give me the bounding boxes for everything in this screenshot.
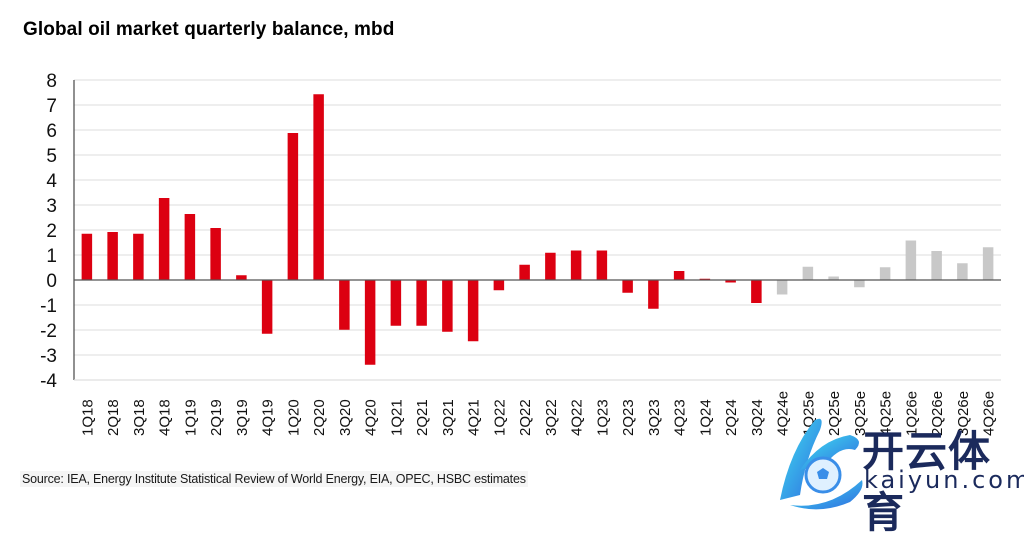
y-tick-label: 0 xyxy=(46,271,57,292)
bar xyxy=(854,280,865,288)
x-tick-label: 2Q25e xyxy=(826,391,843,436)
bar xyxy=(184,214,196,280)
bar xyxy=(596,250,608,280)
bar xyxy=(751,280,762,303)
bar xyxy=(828,276,839,280)
bar xyxy=(802,266,814,280)
bars xyxy=(81,94,994,365)
x-tick-label: 4Q24e xyxy=(775,391,792,436)
x-tick-label: 1Q18 xyxy=(79,399,96,436)
x-tick-label: 2Q21 xyxy=(414,399,431,436)
y-tick-label: 5 xyxy=(46,146,57,167)
x-tick-label: 1Q19 xyxy=(182,399,199,436)
x-tick-label: 2Q20 xyxy=(311,399,328,436)
x-tick-label: 3Q24 xyxy=(749,399,766,436)
bar xyxy=(570,250,582,280)
x-tick-labels: 1Q18 2Q18 3Q18 4Q18 1Q19 2Q19 3Q19 4Q19 1Q20 2Q20… xyxy=(79,391,997,436)
bar xyxy=(776,280,788,295)
bar xyxy=(982,247,994,280)
x-tick-label: 1Q23 xyxy=(594,399,611,436)
x-tick-label: 2Q22 xyxy=(517,399,534,436)
bar xyxy=(236,275,247,280)
y-tick-label: -3 xyxy=(40,346,57,367)
x-tick-label: 4Q25e xyxy=(878,391,895,436)
x-tick-label: 4Q18 xyxy=(157,399,174,436)
bar xyxy=(261,280,273,334)
x-tick-label: 4Q20 xyxy=(363,399,380,436)
bar xyxy=(107,232,118,280)
soccer-ball-icon xyxy=(780,418,863,510)
axes xyxy=(73,80,1001,381)
y-tick-label: 6 xyxy=(46,121,57,142)
bar xyxy=(81,233,93,280)
bar xyxy=(493,280,505,291)
y-tick-label: 8 xyxy=(46,71,57,92)
y-tick-label: -2 xyxy=(40,321,57,342)
x-tick-label: 4Q22 xyxy=(569,399,586,436)
x-tick-label: 3Q26e xyxy=(955,391,972,436)
x-tick-label: 3Q25e xyxy=(852,391,869,436)
x-tick-label: 3Q19 xyxy=(234,399,251,436)
bar xyxy=(622,280,633,293)
chart-title: Global oil market quarterly balance, mbd xyxy=(23,19,395,40)
bar xyxy=(158,198,170,280)
bar xyxy=(313,94,324,280)
bar xyxy=(364,280,376,365)
bar xyxy=(519,264,530,280)
x-tick-label: 1Q20 xyxy=(285,399,302,436)
y-tick-label: 4 xyxy=(46,171,57,192)
x-tick-label: 1Q26e xyxy=(903,391,920,436)
source-note: Source: IEA, Energy Institute Statistica… xyxy=(20,471,528,487)
x-tick-label: 4Q26e xyxy=(981,391,998,436)
watermark-logo: 开云体育 kaiyun.com xyxy=(770,410,1024,537)
bar xyxy=(390,280,402,326)
x-tick-label: 1Q24 xyxy=(697,399,714,436)
bar xyxy=(725,280,736,283)
x-tick-label: 2Q24 xyxy=(723,399,740,436)
bar-chart: 8 7 6 5 4 3 2 1 0 -1 -2 -3 -4 1Q18 2Q18 3Q18 4Q18 1Q19 2Q… xyxy=(40,71,1001,436)
y-tick-labels: 8 7 6 5 4 3 2 1 0 -1 -2 -3 -4 xyxy=(40,71,57,392)
x-tick-label: 1Q22 xyxy=(491,399,508,436)
x-tick-label: 4Q23 xyxy=(672,399,689,436)
bar xyxy=(879,267,891,280)
bar xyxy=(673,271,685,280)
bar xyxy=(416,280,427,326)
y-tick-label: 2 xyxy=(46,221,57,242)
x-tick-label: 3Q22 xyxy=(543,399,560,436)
bar xyxy=(133,233,144,280)
bar xyxy=(287,133,299,280)
bar xyxy=(545,252,556,280)
y-tick-label: -1 xyxy=(40,296,57,317)
x-tick-label: 3Q21 xyxy=(440,399,457,436)
x-tick-label: 4Q21 xyxy=(466,399,483,436)
bar xyxy=(905,240,917,280)
bar xyxy=(442,280,453,332)
y-tick-label: 3 xyxy=(46,196,57,217)
x-tick-label: 2Q26e xyxy=(929,391,946,436)
x-tick-label: 2Q18 xyxy=(105,399,122,436)
bar xyxy=(467,280,479,342)
x-tick-label: 2Q19 xyxy=(208,399,225,436)
watermark-url-text: kaiyun.com xyxy=(864,466,1024,494)
y-tick-label: 7 xyxy=(46,96,57,117)
bar xyxy=(957,263,968,280)
x-tick-label: 1Q21 xyxy=(388,399,405,436)
x-tick-label: 3Q23 xyxy=(646,399,663,436)
x-tick-label: 4Q19 xyxy=(260,399,277,436)
bar xyxy=(210,228,221,280)
bar xyxy=(648,280,659,309)
bar xyxy=(931,251,942,280)
x-tick-label: 3Q18 xyxy=(131,399,148,436)
bar xyxy=(339,280,350,330)
x-tick-label: 2Q23 xyxy=(620,399,637,436)
y-tick-label: 1 xyxy=(46,246,57,267)
x-tick-label: 3Q20 xyxy=(337,399,354,436)
y-tick-label: -4 xyxy=(40,371,57,392)
